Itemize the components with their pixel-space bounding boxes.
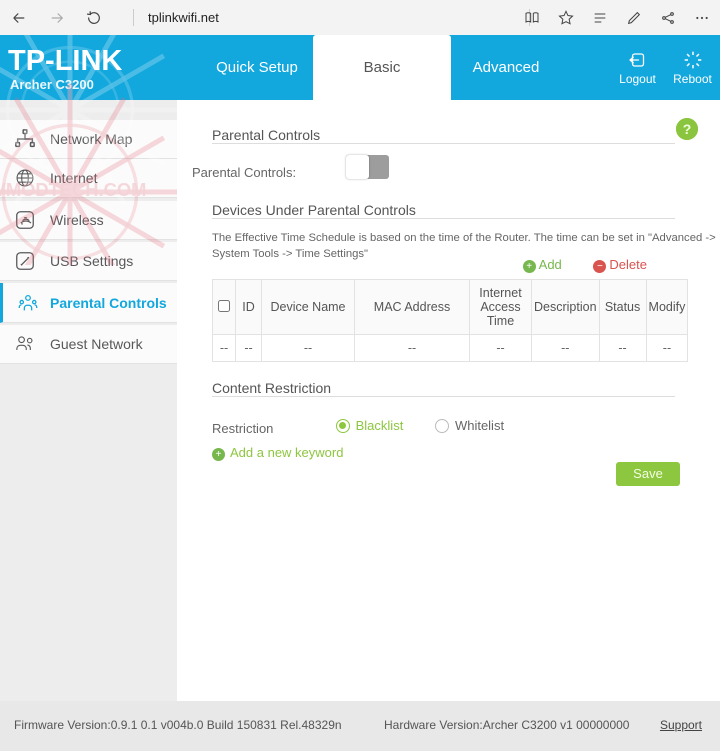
svg-text:?: ? (683, 121, 692, 137)
